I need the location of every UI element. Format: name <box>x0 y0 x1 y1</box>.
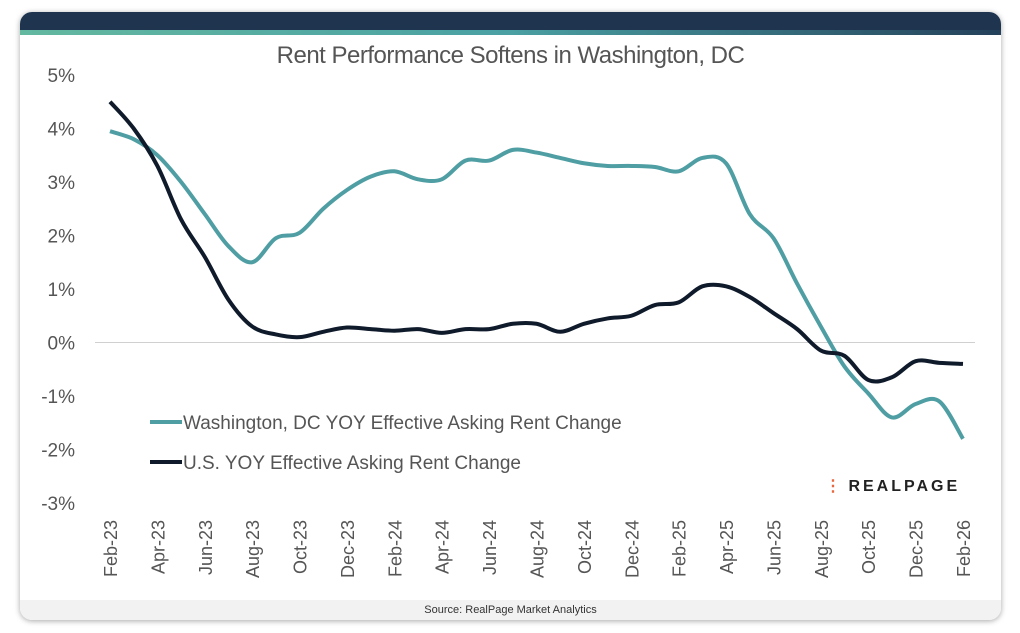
realpage-logo: ⋮ REALPAGE <box>825 476 960 496</box>
x-tick-label: Dec-25 <box>907 520 927 578</box>
x-tick-label: Oct-25 <box>859 520 879 574</box>
x-tick-label: Jun-25 <box>764 520 784 575</box>
y-tick-label: 4% <box>48 120 76 141</box>
logo-text: REALPAGE <box>848 478 961 495</box>
x-tick-label: Dec-23 <box>338 520 358 578</box>
x-tick-label: Apr-23 <box>148 520 168 574</box>
header-bar <box>20 12 1001 30</box>
series-line-dc <box>109 129 965 440</box>
x-tick-label: Jun-23 <box>196 520 216 575</box>
x-tick-label: Dec-24 <box>622 520 642 578</box>
logo-dots-icon: ⋮ <box>825 478 841 495</box>
y-tick-label: 3% <box>48 173 76 194</box>
x-tick-label: Aug-23 <box>243 520 263 578</box>
chart-card: Rent Performance Softens in Washington, … <box>20 12 1001 620</box>
x-tick-label: Oct-23 <box>291 520 311 574</box>
x-tick-label: Aug-24 <box>528 520 548 578</box>
x-tick-label: Aug-25 <box>812 520 832 578</box>
x-tick-label: Apr-24 <box>433 520 453 574</box>
series-line-us <box>108 100 964 384</box>
legend-label: Washington, DC YOY Effective Asking Rent… <box>183 413 622 434</box>
x-tick-label: Feb-25 <box>670 520 690 577</box>
y-tick-label: 1% <box>48 280 76 301</box>
x-tick-label: Jun-24 <box>480 520 500 575</box>
y-tick-label: -3% <box>41 494 75 515</box>
y-tick-label: 0% <box>48 334 76 355</box>
chart-title: Rent Performance Softens in Washington, … <box>276 42 745 69</box>
y-tick-label: 2% <box>48 227 76 248</box>
x-tick-label: Oct-24 <box>575 520 595 574</box>
y-tick-label: -1% <box>41 387 75 408</box>
x-tick-label: Feb-24 <box>385 520 405 577</box>
accent-stripe <box>20 30 1001 35</box>
legend-label: U.S. YOY Effective Asking Rent Change <box>183 453 521 474</box>
y-tick-label: 5% <box>48 66 76 87</box>
y-tick-label: -2% <box>41 441 75 462</box>
source-note: Source: RealPage Market Analytics <box>20 600 1001 620</box>
x-tick-label: Feb-23 <box>101 520 121 577</box>
x-tick-label: Feb-26 <box>954 520 974 577</box>
x-tick-label: Apr-25 <box>717 520 737 574</box>
